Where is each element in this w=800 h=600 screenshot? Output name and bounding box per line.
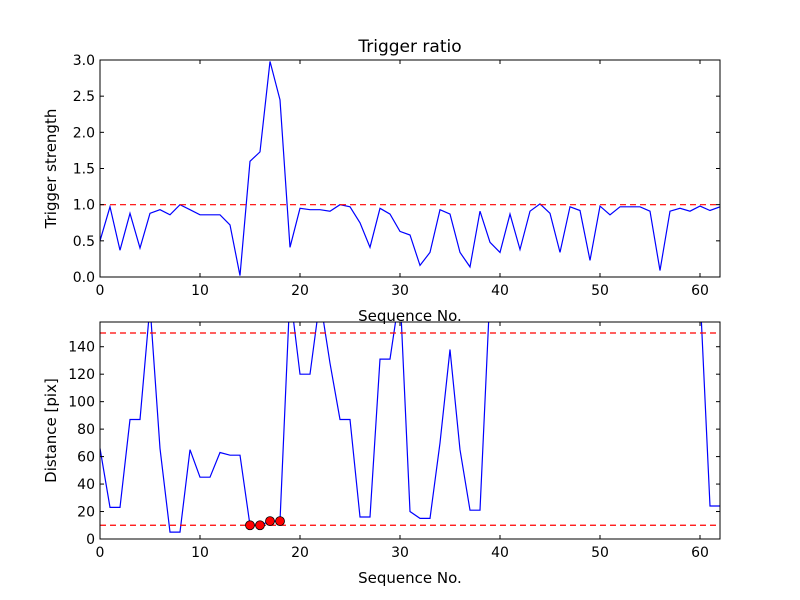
- y-tick-label: 120: [68, 367, 95, 383]
- series-line: [100, 61, 720, 276]
- y-tick-label: 80: [77, 422, 95, 438]
- x-tick-label: 50: [591, 545, 609, 561]
- y-tick-label: 60: [77, 450, 95, 466]
- x-tick-label: 30: [391, 283, 409, 299]
- x-tick-label: 30: [391, 545, 409, 561]
- chart-title: Trigger ratio: [357, 37, 461, 57]
- trigger-ratio-panel: 0 10 20 30 40 50 60 0.0 0.5 1.0 1.5 2.0 2.5 3.0 Trigge…: [42, 37, 721, 325]
- data-point-marker: [255, 520, 265, 531]
- y-tick-label: 0.0: [73, 270, 95, 286]
- x-axis-label: Sequence No.: [358, 307, 462, 325]
- y-tick-label: 0.5: [73, 234, 95, 250]
- x-axis-label: Sequence No.: [358, 569, 462, 587]
- x-tick-label: 20: [291, 545, 309, 561]
- data-point-marker: [245, 520, 255, 531]
- x-tick-label: 50: [591, 283, 609, 299]
- y-tick-label: 3.0: [73, 53, 95, 69]
- y-tick-label: 100: [68, 395, 95, 411]
- y-tick-label: 1.5: [73, 162, 95, 178]
- x-tick-label: 0: [96, 283, 105, 299]
- y-axis-label: Trigger strength: [42, 109, 60, 230]
- axes-frame: [99, 59, 721, 278]
- x-tick-label: 10: [191, 545, 209, 561]
- y-tick-label: 2.0: [73, 125, 95, 141]
- y-tick-label: 40: [77, 477, 95, 493]
- data-point-marker: [275, 516, 285, 527]
- y-tick-label: 140: [68, 340, 95, 356]
- distance-panel: 0 10 20 30 40 50 60 0 20 40 60 80 100 120 140 Sequence …: [42, 321, 721, 587]
- plot-area: [100, 322, 720, 533]
- axes-frame: [99, 321, 721, 540]
- y-tick-label: 1.0: [73, 198, 95, 214]
- x-tick-label: 20: [291, 283, 309, 299]
- series-line: [100, 322, 720, 533]
- y-tick-label: 2.5: [73, 89, 95, 105]
- plot-area: [100, 61, 720, 276]
- x-tick-label: 60: [691, 545, 709, 561]
- y-tick-label: 0: [86, 532, 95, 548]
- y-axis-label: Distance [pix]: [42, 378, 60, 483]
- x-tick-label: 10: [191, 283, 209, 299]
- data-point-marker: [265, 516, 275, 527]
- y-tick-label: 20: [77, 505, 95, 521]
- x-tick-label: 60: [691, 283, 709, 299]
- x-tick-label: 0: [96, 545, 105, 561]
- x-tick-label: 40: [491, 283, 509, 299]
- x-tick-label: 40: [491, 545, 509, 561]
